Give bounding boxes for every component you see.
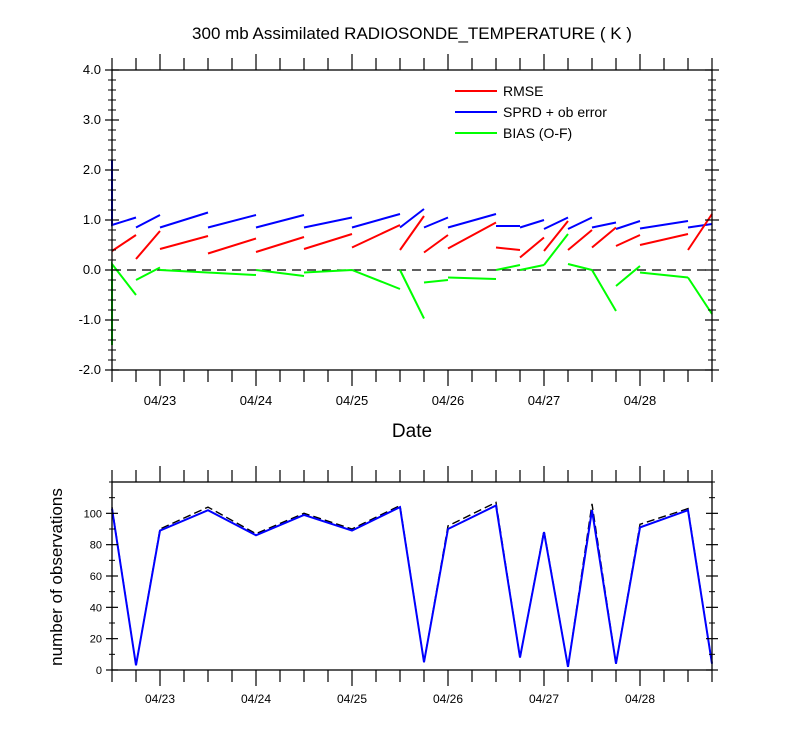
top-y-tick-label: 3.0 [83, 112, 101, 127]
top-x-tick-label: 04/28 [624, 393, 657, 408]
top-y-tick-label: -1.0 [79, 312, 101, 327]
bottom-x-tick-label: 04/28 [625, 692, 655, 706]
bottom-y-tick-label: 60 [90, 571, 102, 583]
top-axes: -2.0 -1.0 0.0 1.0 2.0 3.0 4.0 04/23 04/24 04/25 04… [79, 54, 719, 408]
bottom-y-tick-label: 80 [90, 540, 102, 552]
top-y-tick-label: 0.0 [83, 262, 101, 277]
series-bias-o-f-line [111, 233, 713, 345]
bottom-x-tick-label: 04/25 [337, 692, 367, 706]
y-axis-label: number of observations [47, 488, 66, 666]
series-rmse-line [111, 213, 713, 260]
bottom-x-tick-label: 04/27 [529, 692, 559, 706]
top-y-tick-label: 2.0 [83, 162, 101, 177]
top-series-layer [111, 160, 713, 345]
top-y-tick-label: 1.0 [83, 212, 101, 227]
top-x-tick-label: 04/24 [240, 393, 273, 408]
top-chart: 300 mb Assimilated RADIOSONDE_TEMPERATUR… [79, 24, 719, 442]
bottom-plot-frame [111, 481, 713, 671]
observations-assimilated-line [111, 504, 713, 668]
series-sprd-ob-error-line [111, 160, 713, 230]
bottom-y-tick-label: 40 [90, 602, 102, 614]
bottom-x-tick-label: 04/26 [433, 692, 463, 706]
legend-label-bias: BIAS (O-F) [503, 125, 572, 141]
bottom-series-layer [111, 501, 713, 668]
bottom-y-tick-label: 0 [96, 665, 102, 677]
top-x-tick-label: 04/27 [528, 393, 561, 408]
legend-label-sprd: SPRD + ob error [503, 104, 607, 120]
bottom-x-tick-label: 04/23 [145, 692, 175, 706]
legend: RMSE SPRD + ob error BIAS (O-F) [455, 83, 607, 141]
bottom-chart: 0 20 40 60 80 100 04/23 04/24 04/25 04/26 04/27 04/… [47, 466, 718, 706]
legend-label-rmse: RMSE [503, 83, 543, 99]
top-plot-frame [111, 69, 713, 371]
top-y-tick-label: -2.0 [79, 362, 101, 377]
top-x-tick-label: 04/23 [144, 393, 177, 408]
bottom-x-tick-label: 04/24 [241, 692, 271, 706]
bottom-y-tick-label: 100 [84, 508, 102, 520]
bottom-y-tick-label: 20 [90, 634, 102, 646]
top-x-tick-label: 04/26 [432, 393, 465, 408]
x-axis-label: Date [392, 421, 432, 442]
top-y-tick-label: 4.0 [83, 62, 101, 77]
chart-title: 300 mb Assimilated RADIOSONDE_TEMPERATUR… [192, 24, 632, 43]
bottom-axes: 0 20 40 60 80 100 04/23 04/24 04/25 04/26 04/27 04/… [84, 466, 718, 706]
top-x-tick-label: 04/25 [336, 393, 369, 408]
